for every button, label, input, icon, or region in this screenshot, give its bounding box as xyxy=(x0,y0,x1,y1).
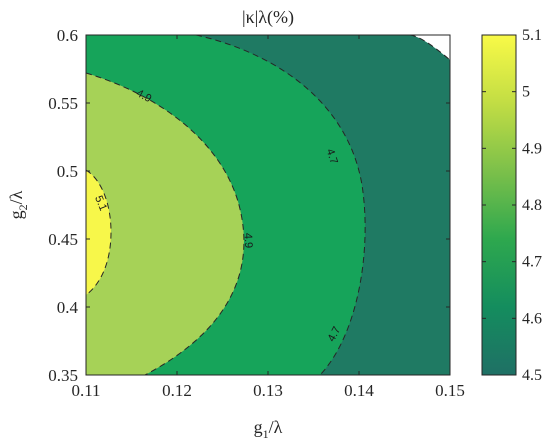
contour-label: 5.1 xyxy=(92,194,109,213)
x-tick-label: 0.12 xyxy=(162,381,192,400)
x-tick-label: 0.13 xyxy=(253,381,283,400)
colorbar-ticks: 4.5 4.6 4.7 4.8 4.9 5 5.1 xyxy=(482,27,542,384)
colorbar-tick-label: 4.6 xyxy=(522,310,542,327)
x-axis: 0.11 0.12 0.13 0.14 0.15 xyxy=(71,35,465,400)
colorbar-tick-label: 5.1 xyxy=(522,27,542,44)
x-tick-label: 0.14 xyxy=(344,381,374,400)
contour-line-4.7 xyxy=(195,35,366,375)
contour-label: 4.7 xyxy=(324,147,340,165)
y-tick-label: 0.5 xyxy=(57,162,78,181)
y-axis: 0.35 0.4 0.45 0.5 0.55 0.6 xyxy=(48,26,450,385)
colorbar-tick-label: 4.8 xyxy=(522,197,542,214)
y-tick-label: 0.55 xyxy=(48,94,78,113)
x-tick-label: 0.11 xyxy=(71,381,100,400)
y-tick-label: 0.4 xyxy=(57,298,79,317)
region-peak xyxy=(86,170,111,295)
colorbar-tick-label: 5 xyxy=(522,84,530,101)
y-tick-label: 0.6 xyxy=(57,26,78,45)
contour-label: 4.9 xyxy=(242,233,255,249)
contour-line-5.1 xyxy=(86,169,112,296)
x-axis-label: g1/λ xyxy=(254,417,283,441)
colorbar-tick-label: 4.9 xyxy=(522,140,542,157)
colorbar xyxy=(481,34,517,376)
contour-fill xyxy=(86,35,450,375)
chart-title: |κ|λ(%) xyxy=(242,7,294,28)
region-5.1 xyxy=(86,73,244,375)
x-tick-label: 0.15 xyxy=(435,381,465,400)
y-tick-label: 0.45 xyxy=(48,230,78,249)
y-axis-label: g2/λ xyxy=(6,190,30,219)
y-tick-label: 0.35 xyxy=(48,366,78,385)
contour-line-4.9 xyxy=(86,72,245,375)
colorbar-tick-label: 4.7 xyxy=(522,254,542,271)
colorbar-tick-label: 4.5 xyxy=(522,367,542,384)
